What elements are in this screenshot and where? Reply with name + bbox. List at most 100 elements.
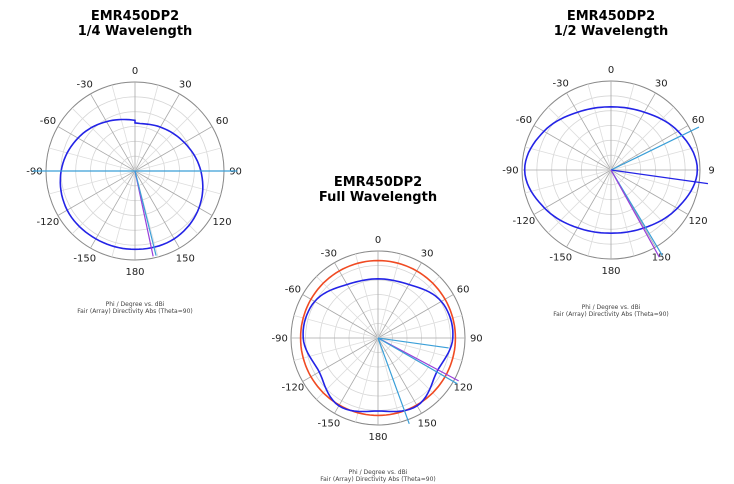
chart-title-main: EMR450DP2 xyxy=(566,9,656,24)
angle-tick-label: 30 xyxy=(655,78,668,89)
chart-subtitle: 1/4 Wavelength xyxy=(77,24,193,39)
angle-tick-label: 30 xyxy=(421,248,434,259)
grid-spoke xyxy=(90,93,136,172)
grid-spoke xyxy=(610,83,635,171)
angle-tick-label: -90 xyxy=(26,167,42,178)
angle-tick-label: -60 xyxy=(40,116,56,127)
grid-spoke xyxy=(48,170,136,195)
angle-tick-label: -30 xyxy=(321,248,337,259)
grid-spoke xyxy=(610,169,675,234)
angle-tick-label: 150 xyxy=(418,419,437,430)
caption-axis: Phi / Degree vs. dBi xyxy=(348,469,408,476)
grid-spoke xyxy=(90,170,136,249)
grid-spoke xyxy=(377,276,440,339)
grid-spoke xyxy=(587,83,612,171)
chart-title-full: EMR450DP2 Full Wavelength xyxy=(303,175,453,205)
caption-quantity: Fair (Array) Directivity Abs (Theta=90) xyxy=(320,476,436,483)
angle-tick-label: -60 xyxy=(285,284,301,295)
grid-spoke xyxy=(134,126,213,172)
angle-tick-label: 150 xyxy=(176,254,195,265)
caption-quantity: Fair (Array) Directivity Abs (Theta=90) xyxy=(553,311,669,318)
angle-tick-label: 180 xyxy=(368,432,387,443)
grid-spoke xyxy=(71,107,136,172)
grid-spoke xyxy=(610,169,698,194)
grid-spoke xyxy=(587,169,612,257)
marker-line xyxy=(610,126,700,171)
angle-tick-label: 90 xyxy=(470,334,483,345)
grid-spoke xyxy=(547,169,612,234)
angle-tick-label: -150 xyxy=(549,253,572,264)
grid-spoke xyxy=(524,146,612,171)
grid-spoke xyxy=(566,92,612,171)
chart-caption-quarter: Phi / Degree vs. dBi Fair (Array) Direct… xyxy=(40,301,230,315)
grid-spoke xyxy=(377,337,401,423)
grid-spoke xyxy=(48,147,136,172)
chart-title-main: EMR450DP2 xyxy=(90,9,180,24)
angle-tick-label: -30 xyxy=(77,79,93,90)
caption-axis: Phi / Degree vs. dBi xyxy=(105,301,165,308)
marker-line xyxy=(134,170,157,256)
grid-spoke xyxy=(355,337,379,423)
caption-axis: Phi / Degree vs. dBi xyxy=(581,304,641,311)
grid-spoke xyxy=(610,146,698,171)
angle-tick-label: 60 xyxy=(457,284,470,295)
grid-spoke xyxy=(533,169,612,215)
grid-spoke xyxy=(355,253,379,339)
angle-tick-label: 60 xyxy=(216,116,229,127)
series-curve xyxy=(59,118,204,251)
grid-spoke xyxy=(134,147,222,172)
angle-tick-label: 120 xyxy=(689,216,708,227)
marker-line xyxy=(610,169,660,258)
grid-spoke xyxy=(316,276,379,339)
angle-tick-label: 180 xyxy=(125,267,144,278)
angle-tick-label: 30 xyxy=(179,79,192,90)
grid-spoke xyxy=(610,125,689,171)
grid-spoke xyxy=(533,125,612,171)
angle-tick-label: 0 xyxy=(608,65,614,76)
angle-tick-label: -30 xyxy=(553,78,569,89)
grid-spoke xyxy=(377,337,463,361)
grid-spoke xyxy=(377,253,401,339)
grid-spoke xyxy=(134,170,199,235)
chart-subtitle: 1/2 Wavelength xyxy=(553,24,669,39)
caption-quantity: Fair (Array) Directivity Abs (Theta=90) xyxy=(77,308,193,315)
grid-spoke xyxy=(293,337,379,361)
angle-tick-label: -120 xyxy=(513,216,536,227)
angle-tick-label: 9 xyxy=(708,166,714,177)
grid-spoke xyxy=(377,262,422,339)
chart-caption-half: Phi / Degree vs. dBi Fair (Array) Direct… xyxy=(516,304,706,318)
series-curve xyxy=(523,105,699,235)
angle-tick-label: 0 xyxy=(375,235,381,246)
grid-spoke xyxy=(71,170,136,235)
angle-tick-label: 0 xyxy=(132,66,138,77)
angle-tick-label: -90 xyxy=(502,166,518,177)
grid-spoke xyxy=(566,169,612,248)
grid-spoke xyxy=(57,170,136,216)
grid-spoke xyxy=(134,107,199,172)
angle-tick-label: 150 xyxy=(652,253,671,264)
grid-spoke xyxy=(293,315,379,339)
angle-tick-label: -150 xyxy=(317,419,340,430)
grid-spoke xyxy=(610,92,656,171)
chart-subtitle: Full Wavelength xyxy=(318,190,438,205)
grid-spoke xyxy=(134,84,159,172)
angle-tick-label: 120 xyxy=(454,383,473,394)
grid-spoke xyxy=(111,84,136,172)
grid-spoke xyxy=(134,170,222,195)
chart-title-main: EMR450DP2 xyxy=(333,175,423,190)
marker-line xyxy=(377,337,449,349)
grid-spoke xyxy=(610,106,675,171)
angle-tick-label: -150 xyxy=(73,254,96,265)
marker-line xyxy=(610,169,709,185)
angle-tick-label: -120 xyxy=(282,383,305,394)
angle-tick-label: 90 xyxy=(229,167,242,178)
grid-spoke xyxy=(334,262,379,339)
marker-line xyxy=(377,337,458,385)
grid-spoke xyxy=(547,106,612,171)
angle-tick-label: -120 xyxy=(37,217,60,228)
grid-spoke xyxy=(134,93,180,172)
grid-spoke xyxy=(610,169,689,215)
grid-spoke xyxy=(111,170,136,258)
